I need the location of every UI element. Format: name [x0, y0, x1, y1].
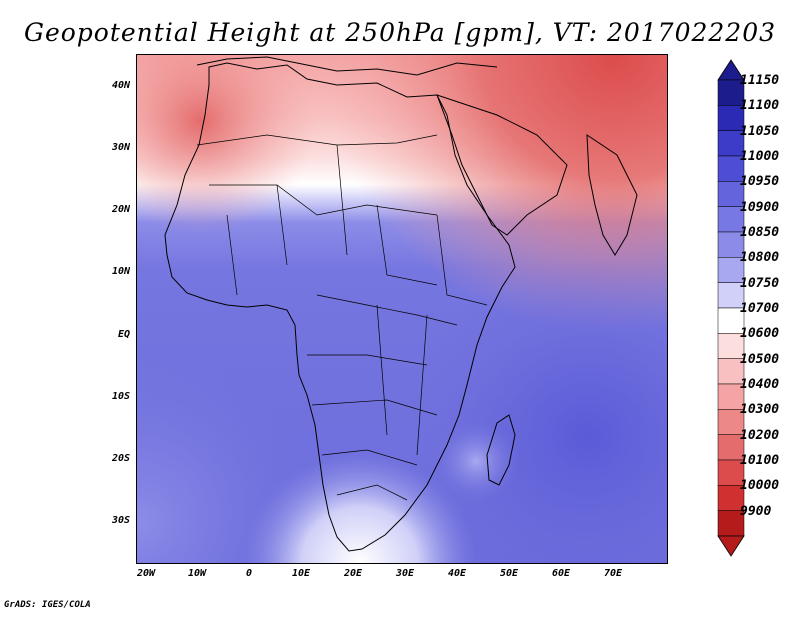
map-area [136, 54, 668, 564]
colorbar-segment [717, 130, 745, 157]
colorbar-segment [717, 231, 745, 258]
lon-label-0: 0 [245, 568, 253, 579]
lon-label-20e: 20E [343, 568, 363, 579]
colorbar-label: 10100 [740, 453, 780, 468]
lon-label-40e: 40E [447, 568, 467, 579]
colorbar-segment [717, 307, 745, 334]
colorbar-label: 11100 [740, 98, 780, 114]
lon-label-20w: 20W [136, 568, 156, 579]
colorbar-label: 10950 [740, 174, 780, 190]
colorbar-label: 10000 [740, 478, 780, 494]
lat-label-30s: 30S [111, 515, 130, 526]
lat-label-20s: 20S [111, 453, 130, 464]
colorbar-label: 9900 [740, 503, 772, 519]
colorbar-label: 10750 [740, 275, 780, 291]
colorbar-label: 11150 [740, 73, 780, 88]
madagascar-field [137, 55, 667, 563]
colorbar-label: 11050 [740, 123, 780, 139]
colorbar-label: 10600 [740, 326, 780, 342]
lon-label-60e: 60E [551, 568, 571, 579]
field-canvas [137, 55, 667, 563]
colorbar-label: 10200 [740, 427, 780, 443]
colorbar-segment [717, 282, 745, 309]
lat-label-eq: EQ [117, 329, 130, 340]
colorbar-segment [717, 434, 745, 461]
colorbar-segment [717, 181, 745, 207]
coastlines [164, 56, 638, 552]
lon-label-70e: 70E [603, 568, 623, 579]
colorbar-segment [717, 79, 745, 106]
lat-label-30n: 30N [111, 142, 130, 153]
colorbar-segment [717, 333, 745, 359]
map-title: Geopotential Height at 250hPa [gpm], VT:… [23, 18, 777, 47]
colorbar-segment [717, 105, 745, 131]
country-borders [196, 134, 488, 501]
colorbar-arrow-bottom [717, 535, 745, 557]
colorbar-label: 10500 [740, 351, 780, 367]
lat-label-20n: 20N [111, 204, 130, 215]
lon-label-10e: 10E [291, 568, 311, 579]
colorbar-label: 10400 [740, 377, 780, 392]
colorbar-segment [717, 409, 745, 435]
colorbar-segment [717, 459, 745, 486]
lat-label-40n: 40N [111, 80, 130, 91]
colorbar [717, 59, 745, 557]
colorbar-segment [717, 485, 745, 511]
lat-label-10n: 10N [111, 266, 130, 277]
lat-label-10s: 10S [111, 391, 130, 402]
colorbar-segment [717, 383, 745, 410]
lon-label-50e: 50E [499, 568, 519, 579]
footer-credit: GrADS: IGES/COLA [4, 600, 91, 610]
lon-label-10w: 10W [187, 568, 207, 579]
colorbar-label: 10900 [740, 199, 780, 215]
lon-label-30e: 30E [395, 568, 415, 579]
colorbar-label: 10700 [740, 301, 780, 316]
colorbar-segment [717, 257, 745, 283]
colorbar-label: 11000 [740, 149, 780, 164]
colorbar-label: 10800 [740, 250, 780, 266]
colorbar-label: 10850 [740, 225, 780, 240]
colorbar-segment [717, 510, 745, 537]
colorbar-segment [717, 358, 745, 385]
colorbar-label: 10300 [740, 402, 780, 418]
